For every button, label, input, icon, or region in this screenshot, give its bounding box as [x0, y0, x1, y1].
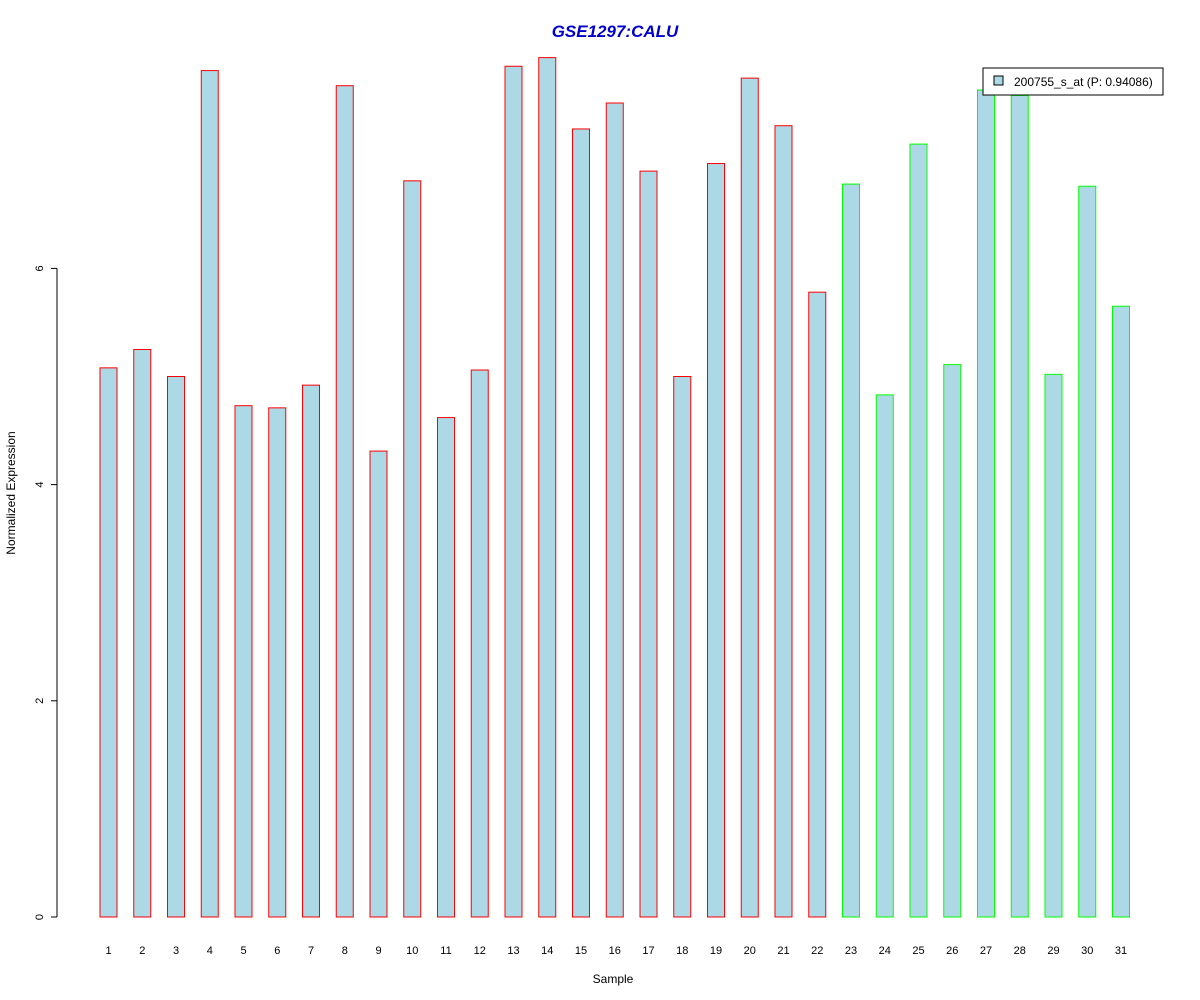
x-tick-label: 22	[811, 945, 823, 957]
bar-sample-24	[875, 394, 894, 918]
x-tick-label: 24	[879, 945, 891, 957]
x-tick-label: 6	[274, 945, 280, 957]
x-tick-label: 7	[308, 945, 314, 957]
bar-sample-7	[302, 384, 320, 918]
legend-box	[982, 67, 1164, 96]
bar-sample-21	[774, 125, 793, 918]
x-tick-label: 18	[676, 945, 688, 957]
x-tick-label: 27	[980, 945, 992, 957]
x-tick-label: 1	[105, 945, 111, 957]
bars	[99, 57, 1130, 918]
bar-sample-11	[437, 417, 455, 918]
bar-sample-30	[1078, 185, 1097, 918]
bar-sample-31	[1112, 305, 1130, 918]
x-tick-label: 2	[139, 945, 145, 957]
bar-sample-26	[943, 364, 962, 918]
x-tick-labels: 1 2 3 4 5 6 7 8 9 10 11 12 13 14 15 16 17 18 19 20 21 22 23 24 2…	[105, 945, 1127, 957]
x-tick-label: 10	[406, 945, 418, 957]
x-tick-label: 28	[1014, 945, 1026, 957]
bar-sample-20	[740, 77, 759, 918]
bar-sample-12	[470, 369, 489, 918]
bar-sample-5	[234, 405, 253, 918]
x-tick-label: 29	[1047, 945, 1059, 957]
x-tick-label: 16	[609, 945, 621, 957]
bar-sample-2	[133, 348, 152, 918]
y-tick-label: 2	[34, 698, 46, 704]
x-tick-label: 30	[1081, 945, 1093, 957]
bar-sample-1	[99, 367, 118, 918]
bar-sample-28	[1010, 94, 1029, 918]
bar-sample-8	[335, 85, 354, 918]
bar-sample-10	[403, 180, 422, 918]
y-axis-title: Normalized Expression	[4, 431, 18, 554]
bar-sample-16	[605, 102, 624, 918]
bar-sample-6	[268, 407, 287, 918]
x-tick-label: 25	[912, 945, 924, 957]
bar-sample-19	[707, 163, 725, 918]
bar-sample-15	[572, 128, 590, 918]
bar-sample-22	[808, 291, 827, 918]
x-tick-label: 21	[777, 945, 789, 957]
x-tick-label: 3	[173, 945, 179, 957]
x-tick-label: 9	[375, 945, 381, 957]
x-tick-label: 12	[474, 945, 486, 957]
y-tick-label: 0	[34, 914, 46, 920]
bar-sample-25	[909, 143, 928, 918]
bar-sample-17	[639, 170, 658, 918]
x-tick-label: 20	[744, 945, 756, 957]
x-tick-label: 26	[946, 945, 958, 957]
x-tick-label: 13	[507, 945, 519, 957]
bar-sample-13	[504, 65, 523, 918]
bar-sample-18	[673, 376, 692, 918]
x-tick-label: 4	[207, 945, 213, 957]
legend-swatch	[993, 75, 1004, 86]
y-tick-label: 4	[34, 482, 46, 488]
bar-sample-4	[200, 70, 219, 918]
chart-title: GSE1297:CALU	[552, 22, 679, 41]
x-tick-label: 15	[575, 945, 587, 957]
y-tick-label: 6	[34, 265, 46, 271]
x-tick-label: 11	[440, 945, 451, 957]
bar-sample-9	[369, 450, 388, 918]
bar-sample-29	[1044, 373, 1063, 918]
bar-sample-14	[538, 57, 557, 918]
x-tick-label: 23	[845, 945, 857, 957]
bar-sample-23	[842, 183, 860, 918]
x-tick-label: 31	[1115, 945, 1127, 957]
bar-sample-3	[167, 376, 185, 918]
bar-sample-27	[977, 89, 995, 918]
x-tick-label: 17	[642, 945, 654, 957]
x-tick-label: 14	[541, 945, 553, 957]
y-axis: 0 2 4 6	[34, 265, 58, 920]
x-tick-label: 8	[342, 945, 348, 957]
x-tick-label: 19	[710, 945, 722, 957]
x-tick-label: 5	[240, 945, 246, 957]
legend: 200755_s_at (P: 0.94086)	[982, 67, 1164, 96]
x-axis-title: Sample	[593, 972, 634, 986]
legend-label: 200755_s_at (P: 0.94086)	[1014, 75, 1153, 89]
